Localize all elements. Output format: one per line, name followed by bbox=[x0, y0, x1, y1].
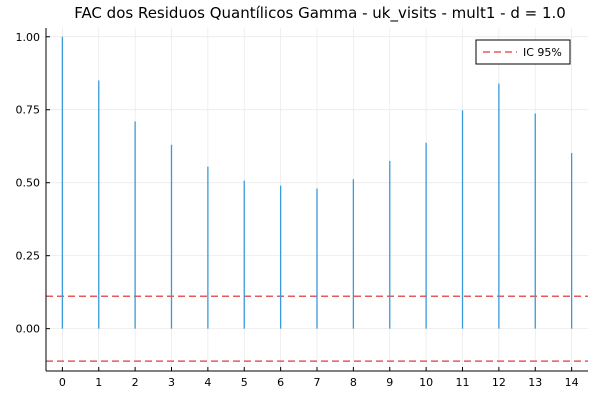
legend-box bbox=[475, 39, 571, 65]
x-tick-label: 12 bbox=[492, 376, 506, 389]
x-tick-label: 9 bbox=[386, 376, 393, 389]
x-tick-label: 14 bbox=[565, 376, 579, 389]
stems bbox=[61, 36, 573, 329]
x-tick-label: 11 bbox=[456, 376, 470, 389]
x-tick-label: 3 bbox=[168, 376, 175, 389]
y-tick-label: 1.00 bbox=[16, 31, 41, 44]
y-tick-label: 0.75 bbox=[16, 104, 41, 117]
x-tick-label: 10 bbox=[419, 376, 433, 389]
axes: 0 1 2 3 4 5 6 7 8 9 10 11 12 13 140.000.250.500.751.00 bbox=[16, 28, 588, 389]
chart-title: FAC dos Residuos Quantílicos Gamma - uk_… bbox=[74, 4, 566, 23]
y-tick-label: 0.25 bbox=[16, 250, 41, 263]
legend: IC 95% bbox=[475, 39, 571, 65]
y-tick-label: 0.00 bbox=[16, 323, 41, 336]
x-tick-label: 8 bbox=[350, 376, 357, 389]
x-tick-label: 4 bbox=[204, 376, 211, 389]
x-tick-label: 1 bbox=[95, 376, 102, 389]
x-tick-label: 6 bbox=[277, 376, 284, 389]
x-tick-label: 7 bbox=[314, 376, 321, 389]
x-tick-label: 13 bbox=[528, 376, 542, 389]
x-tick-label: 5 bbox=[241, 376, 248, 389]
y-tick-label: 0.50 bbox=[16, 177, 41, 190]
x-tick-label: 0 bbox=[59, 376, 66, 389]
x-tick-label: 2 bbox=[132, 376, 139, 389]
legend-ci-label: IC 95% bbox=[523, 46, 562, 59]
